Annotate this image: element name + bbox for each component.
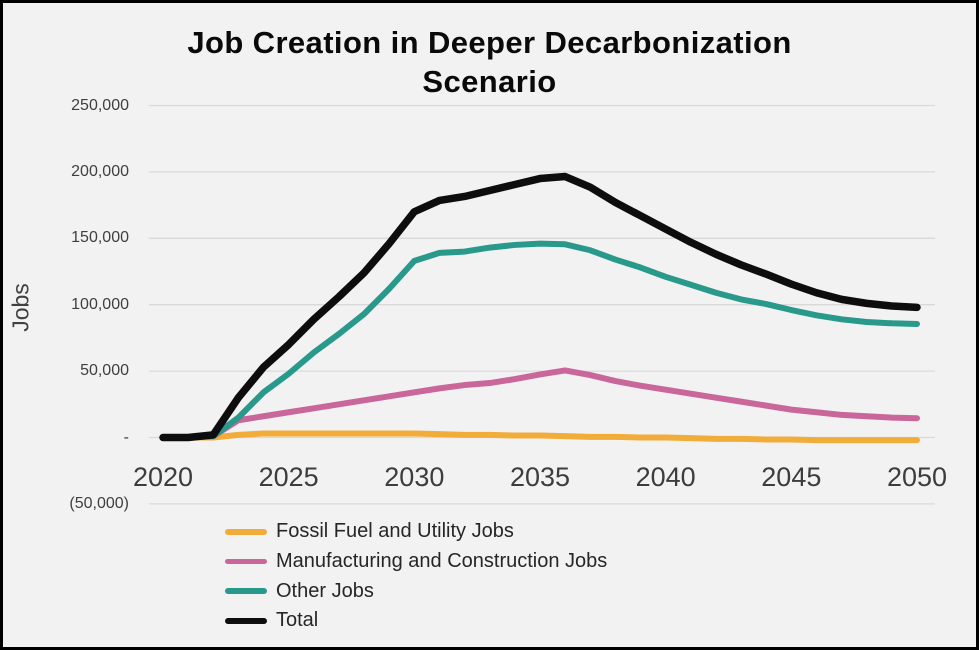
plot-area [149,104,935,505]
legend-label: Total [276,609,319,632]
y-tick-label: 250,000 [71,96,129,114]
legend-swatch [225,558,267,565]
x-tick-label: 2030 [384,462,445,492]
y-tick-label: - [123,428,129,446]
legend-swatch [225,529,267,535]
legend: Fossil Fuel and Utility Jobs Manufacturin… [225,517,607,636]
y-tick-label: 200,000 [71,162,129,180]
series-line-fossil-fuel-and-utility-jobs [160,430,920,444]
x-tick-label: 2045 [761,462,822,492]
x-tick-label: 2050 [886,462,948,492]
legend-label: Manufacturing and Construction Jobs [276,550,608,573]
legend-swatch [225,618,267,624]
chart-title: Job Creation in Deeper Decarbonization S… [187,25,792,99]
series-line-manufacturing-and-construction-jobs [160,367,920,441]
legend-label: Other Jobs [276,579,374,602]
x-tick-label: 2020 [132,462,194,492]
x-tick-label: 2025 [258,462,319,492]
legend-item-other-jobs: Other Jobs [225,576,607,606]
x-tick-label: 2035 [509,462,571,492]
x-tick-label: 2040 [635,462,696,492]
legend-item-manufacturing-and-construction-jobs: Manufacturing and Construction Jobs [225,547,607,577]
y-tick-label: (50,000) [69,494,129,512]
y-tick-label: 150,000 [71,229,129,247]
legend-label: Fossil Fuel and Utility Jobs [276,520,514,543]
series-line-total [159,172,921,442]
y-tick-label: 50,000 [80,362,129,380]
legend-swatch [225,588,267,594]
series-line-other-jobs [160,240,920,441]
y-tick-label: 100,000 [71,295,129,313]
legend-item-total: Total [225,606,607,636]
legend-item-fossil-fuel-and-utility-jobs: Fossil Fuel and Utility Jobs [225,517,607,547]
